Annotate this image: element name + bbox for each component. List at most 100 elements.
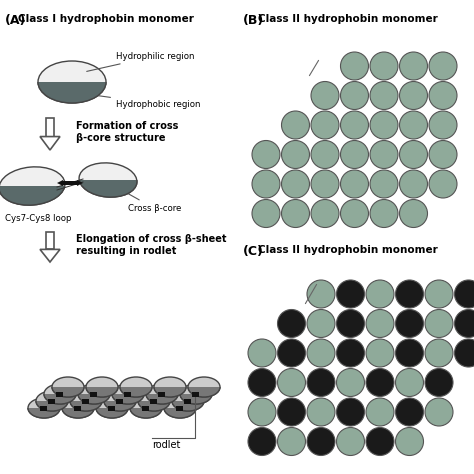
Ellipse shape [62,398,94,418]
Ellipse shape [28,398,60,418]
Circle shape [337,310,365,337]
Polygon shape [192,392,200,396]
Circle shape [307,398,335,426]
Circle shape [248,339,276,367]
Ellipse shape [130,398,162,418]
Circle shape [366,368,394,396]
Ellipse shape [112,384,144,404]
Circle shape [337,339,365,367]
Circle shape [429,170,457,198]
Ellipse shape [78,384,110,404]
Ellipse shape [180,384,212,404]
Circle shape [455,339,474,367]
Circle shape [395,428,423,456]
Circle shape [455,280,474,308]
Ellipse shape [44,384,76,404]
Ellipse shape [52,377,84,397]
Ellipse shape [154,377,186,397]
Polygon shape [117,399,124,403]
Circle shape [277,339,306,367]
Circle shape [252,140,280,168]
Polygon shape [40,249,60,262]
Circle shape [366,398,394,426]
Circle shape [252,200,280,228]
Polygon shape [40,137,60,150]
Ellipse shape [188,377,220,397]
Ellipse shape [86,377,118,397]
Ellipse shape [138,391,170,411]
Ellipse shape [104,391,136,411]
Circle shape [282,170,310,198]
Circle shape [307,339,335,367]
Ellipse shape [38,61,106,103]
Circle shape [337,368,365,396]
Circle shape [277,428,306,456]
Circle shape [307,280,335,308]
Ellipse shape [138,391,170,411]
Polygon shape [77,180,83,186]
Circle shape [366,280,394,308]
Text: Hydrophobic region: Hydrophobic region [89,94,201,109]
Circle shape [340,170,368,198]
Circle shape [395,310,423,337]
Circle shape [400,52,428,80]
Ellipse shape [0,167,65,205]
Ellipse shape [36,391,68,411]
Circle shape [252,170,280,198]
Circle shape [248,398,276,426]
Polygon shape [56,392,64,396]
Polygon shape [151,399,157,403]
Text: (A): (A) [5,14,27,27]
Circle shape [282,200,310,228]
Polygon shape [40,405,47,410]
Circle shape [370,200,398,228]
Text: Class II hydrophobin monomer: Class II hydrophobin monomer [258,14,438,24]
Text: Formation of cross
β-core structure: Formation of cross β-core structure [76,121,178,143]
Ellipse shape [104,391,136,411]
Polygon shape [109,405,116,410]
Circle shape [400,111,428,139]
Circle shape [277,310,306,337]
Ellipse shape [36,391,68,411]
Circle shape [307,428,335,456]
Ellipse shape [172,391,204,411]
Circle shape [425,339,453,367]
Polygon shape [46,118,54,137]
Circle shape [277,368,306,396]
Circle shape [311,200,339,228]
Ellipse shape [62,398,94,418]
Ellipse shape [154,377,186,397]
Text: Class II hydrophobin monomer: Class II hydrophobin monomer [258,245,438,255]
Circle shape [366,339,394,367]
Circle shape [337,280,365,308]
Circle shape [282,111,310,139]
Ellipse shape [146,384,178,404]
Ellipse shape [38,61,106,103]
Ellipse shape [78,384,110,404]
Circle shape [425,310,453,337]
Circle shape [429,140,457,168]
Text: (C): (C) [243,245,264,258]
Ellipse shape [96,398,128,418]
Circle shape [425,368,453,396]
Circle shape [429,111,457,139]
Polygon shape [48,399,55,403]
Ellipse shape [0,167,65,205]
Circle shape [400,170,428,198]
Ellipse shape [130,398,162,418]
Circle shape [307,310,335,337]
Circle shape [370,82,398,109]
Circle shape [340,82,368,109]
Ellipse shape [188,377,220,397]
Circle shape [248,428,276,456]
Circle shape [429,52,457,80]
Circle shape [248,368,276,396]
Circle shape [340,200,368,228]
Ellipse shape [52,377,84,397]
Circle shape [370,52,398,80]
Circle shape [370,111,398,139]
Ellipse shape [180,384,212,404]
Text: (B): (B) [243,14,264,27]
Polygon shape [46,232,54,249]
Circle shape [311,82,339,109]
